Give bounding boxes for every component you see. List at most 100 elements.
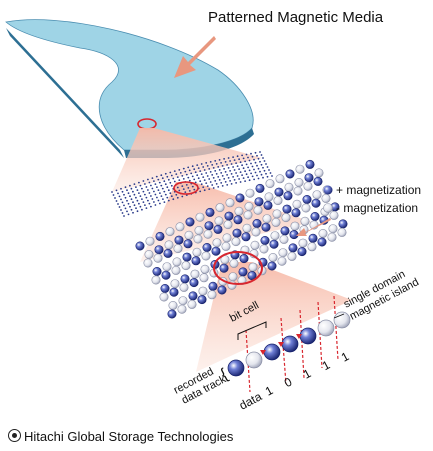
island-positive: [285, 169, 295, 179]
strip-dot: [215, 173, 218, 175]
strip-dot: [236, 155, 239, 158]
island-positive: [252, 219, 262, 229]
data-bit-value: 1: [339, 349, 352, 365]
island-negative: [165, 227, 175, 237]
strip-dot: [156, 186, 158, 189]
island-positive: [152, 266, 162, 276]
strip-dot: [167, 178, 170, 181]
island-negative: [243, 210, 253, 220]
strip-dot: [262, 176, 264, 179]
island-positive: [224, 211, 234, 221]
island-positive: [304, 173, 314, 183]
island-negative: [277, 256, 287, 266]
strip-dot: [181, 185, 184, 188]
strip-dot: [203, 169, 206, 171]
strip-dot: [120, 187, 122, 190]
island-positive: [302, 195, 312, 205]
strip-dot: [271, 175, 273, 177]
island-negative: [301, 203, 311, 213]
strip-dot: [233, 179, 236, 181]
strip-dot: [229, 170, 232, 172]
strip-dot: [202, 186, 205, 189]
strip-dot: [139, 205, 142, 208]
strip-dot: [202, 176, 205, 179]
strip-dot: [142, 180, 145, 182]
strip-dot: [141, 208, 143, 211]
strip-dot: [126, 210, 128, 213]
strip-dot: [172, 198, 175, 201]
island-negative: [273, 196, 283, 206]
strip-dot: [256, 174, 258, 177]
island-positive: [338, 219, 348, 229]
strip-dot: [130, 187, 133, 190]
legend-positive-swatch: [323, 185, 333, 195]
strip-dot: [159, 192, 161, 195]
island-highlight-circle: [213, 251, 263, 285]
strip-dot: [205, 162, 208, 164]
strip-dot: [182, 178, 185, 180]
island-positive: [213, 224, 223, 234]
strip-dot: [133, 183, 136, 186]
diagram-title: Patterned Magnetic Media: [208, 9, 384, 26]
island-negative: [314, 168, 324, 178]
strip-dot: [197, 177, 200, 180]
strip-dot: [169, 181, 172, 184]
track-island-positive: [263, 343, 281, 361]
footer-text: Hitachi Global Storage Technologies: [24, 429, 234, 444]
data-track-detail: [227, 295, 351, 393]
strip-dot: [158, 181, 161, 184]
strip-dot: [215, 183, 218, 185]
strip-dot: [135, 207, 137, 210]
island-positive: [282, 204, 292, 214]
island-positive: [204, 221, 214, 231]
strip-dot: [135, 186, 137, 189]
strip-dot: [244, 180, 247, 183]
island-positive: [283, 191, 293, 201]
island-positive: [211, 246, 221, 256]
strip-dot: [139, 184, 142, 187]
strip-dot: [257, 157, 260, 160]
island-positive: [197, 295, 207, 305]
strip-dot: [160, 195, 163, 198]
strip-dot: [239, 161, 242, 164]
strip-dot: [221, 165, 224, 167]
strip-dot: [156, 196, 158, 199]
strip-dot: [138, 181, 140, 184]
strip-dot: [170, 174, 173, 177]
island-positive: [311, 198, 321, 208]
strip-dot: [209, 181, 212, 183]
island-negative: [181, 261, 191, 271]
strip-dot: [176, 196, 179, 199]
strip-dot: [223, 158, 226, 160]
island-positive: [232, 228, 242, 238]
strip-dot: [176, 176, 179, 179]
strip-dot: [166, 186, 169, 189]
strip-dot: [138, 192, 140, 195]
strip-dot: [121, 201, 124, 204]
island-positive: [161, 270, 171, 280]
strip-dot: [260, 173, 263, 176]
strip-dot: [235, 172, 238, 174]
strip-dot: [123, 215, 125, 217]
strip-dot: [260, 163, 263, 166]
data-bit-value: 1: [263, 383, 276, 399]
strip-dot: [160, 184, 163, 187]
strip-dot: [166, 175, 169, 178]
data-bit-value: 0: [282, 375, 295, 391]
island-negative: [284, 182, 294, 192]
flux-transition-marker: [278, 342, 284, 347]
strip-dot: [111, 191, 113, 193]
island-negative: [281, 213, 291, 223]
strip-dot: [142, 201, 145, 204]
strip-dot: [151, 177, 154, 180]
strip-dot: [170, 184, 173, 187]
island-positive: [202, 243, 212, 253]
flux-transition-marker: [260, 350, 266, 355]
strip-dot: [248, 169, 251, 172]
island-negative: [215, 203, 225, 213]
strip-dot: [182, 188, 185, 191]
strip-dot: [208, 178, 211, 180]
strip-dot: [118, 195, 121, 198]
strip-dot: [250, 152, 252, 155]
data-row-label: data: [237, 389, 264, 412]
